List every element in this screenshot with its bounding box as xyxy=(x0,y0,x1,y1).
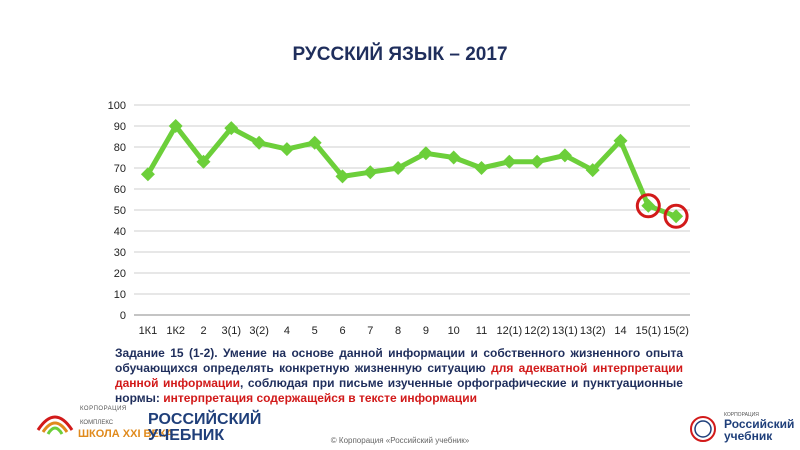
logo-complex-label: КОМПЛЕКС xyxy=(80,420,114,426)
y-tick-label: 20 xyxy=(114,268,126,280)
data-point-marker xyxy=(224,121,239,136)
logo-brand-line-2: УЧЕБНИК xyxy=(148,427,225,444)
data-point-marker xyxy=(474,161,489,175)
x-tick-label: 13(1) xyxy=(552,325,578,337)
y-tick-label: 40 xyxy=(114,226,126,238)
x-tick-label: 13(2) xyxy=(580,325,606,337)
description-highlight-1: для адекватной интерпретации данной инфо… xyxy=(115,361,683,390)
y-axis-ticks: 0 10 20 30 40 50 60 70 80 90 100 xyxy=(108,100,126,322)
footer-copyright: © Корпорация «Российский учебник» xyxy=(330,436,470,445)
data-point-marker xyxy=(418,146,433,161)
data-point-marker xyxy=(335,169,350,184)
data-point-marker xyxy=(168,119,183,133)
x-tick-label: 7 xyxy=(367,325,373,337)
y-tick-label: 100 xyxy=(108,100,126,112)
x-tick-label: 1К2 xyxy=(166,325,185,337)
description-highlight-2: интерпретация содержащейся в тексте инфо… xyxy=(163,391,477,405)
description-text-2: , соблюдая при письме изученные орфограф… xyxy=(115,376,683,405)
data-point-marker xyxy=(613,133,628,148)
description-text-1: Задание 15 (1-2). Умение на основе данно… xyxy=(115,346,683,375)
x-tick-label: 8 xyxy=(395,325,401,337)
data-point-marker xyxy=(279,142,294,157)
y-tick-label: 70 xyxy=(114,163,126,175)
x-tick-label: 2 xyxy=(200,325,206,337)
x-tick-label: 14 xyxy=(614,325,626,337)
x-tick-label: 15(2) xyxy=(663,325,689,337)
logo-r-corporation: КОРПОРАЦИЯ xyxy=(724,412,759,418)
y-tick-label: 90 xyxy=(114,121,126,133)
logo-rossiyskiy-uchebnik: КОРПОРАЦИЯ Российский учебник xyxy=(688,410,798,444)
logo-r-brand-line-2: учебник xyxy=(724,429,773,443)
x-tick-label: 5 xyxy=(312,325,318,337)
data-point-marker xyxy=(196,154,211,169)
x-axis-ticks: 1К1 1К2 2 3(1) 3(2) 4 5 6 7 8 9 10 11 12(1) 12(2) 13(1)… xyxy=(139,325,689,337)
x-tick-label: 11 xyxy=(476,325,487,337)
data-point-marker xyxy=(585,163,600,178)
series-line xyxy=(145,123,679,219)
chart-series xyxy=(140,119,689,229)
data-point-marker xyxy=(307,135,322,150)
x-tick-label: 6 xyxy=(339,325,345,337)
y-tick-label: 30 xyxy=(114,247,126,259)
data-point-marker xyxy=(446,150,461,165)
data-point-marker xyxy=(641,198,656,213)
logo-r-brand: Российский учебник xyxy=(724,418,794,442)
x-tick-label: 3(2) xyxy=(249,325,269,337)
y-tick-label: 80 xyxy=(114,142,126,154)
x-tick-label: 4 xyxy=(284,325,290,337)
chart-grid xyxy=(134,104,690,316)
data-point-marker xyxy=(502,154,517,169)
logo-school-label: ШКОЛА XXI ВЕКА xyxy=(78,428,174,440)
logo-brand-name: РОССИЙСКИЙ УЧЕБНИК xyxy=(148,412,261,444)
y-tick-label: 50 xyxy=(114,205,126,217)
logo-brand-line-1: РОССИЙСКИЙ xyxy=(148,411,262,428)
data-point-marker xyxy=(669,209,684,224)
line-chart: 0 10 20 30 40 50 60 70 80 90 100 1К1 1К2 2 3(1) 3(2) 4 5… xyxy=(108,100,690,337)
data-point-marker xyxy=(557,148,572,163)
x-tick-label: 9 xyxy=(423,325,429,337)
x-tick-label: 12(1) xyxy=(496,325,522,337)
highlight-circle xyxy=(663,203,689,229)
x-tick-label: 12(2) xyxy=(524,325,550,337)
rossiyskiy-uchebnik-emblem-icon xyxy=(690,416,716,442)
data-point-marker xyxy=(252,135,267,150)
logo-school-21: КОРПОРАЦИЯ КОМПЛЕКС ШКОЛА XXI ВЕКА РОССИ… xyxy=(36,404,261,444)
x-tick-label: 15(1) xyxy=(635,325,661,337)
data-point-marker xyxy=(530,154,545,169)
y-tick-label: 0 xyxy=(120,310,126,322)
highlight-circle xyxy=(635,193,661,219)
x-tick-label: 3(1) xyxy=(222,325,242,337)
school-logo-icon xyxy=(36,415,74,435)
slide-title: РУССКИЙ ЯЗЫК – 2017 xyxy=(292,44,508,65)
x-tick-label: 1К1 xyxy=(139,325,158,337)
task-description: Задание 15 (1-2). Умение на основе данно… xyxy=(115,346,683,406)
data-point-marker xyxy=(140,167,155,182)
data-point-marker xyxy=(391,161,406,175)
logo-corporation-label: КОРПОРАЦИЯ xyxy=(80,406,127,412)
data-point-marker xyxy=(363,165,378,180)
y-tick-label: 10 xyxy=(114,289,126,301)
y-tick-label: 60 xyxy=(114,184,126,196)
logo-r-brand-line-1: Российский xyxy=(724,417,795,431)
x-tick-label: 10 xyxy=(448,325,460,337)
